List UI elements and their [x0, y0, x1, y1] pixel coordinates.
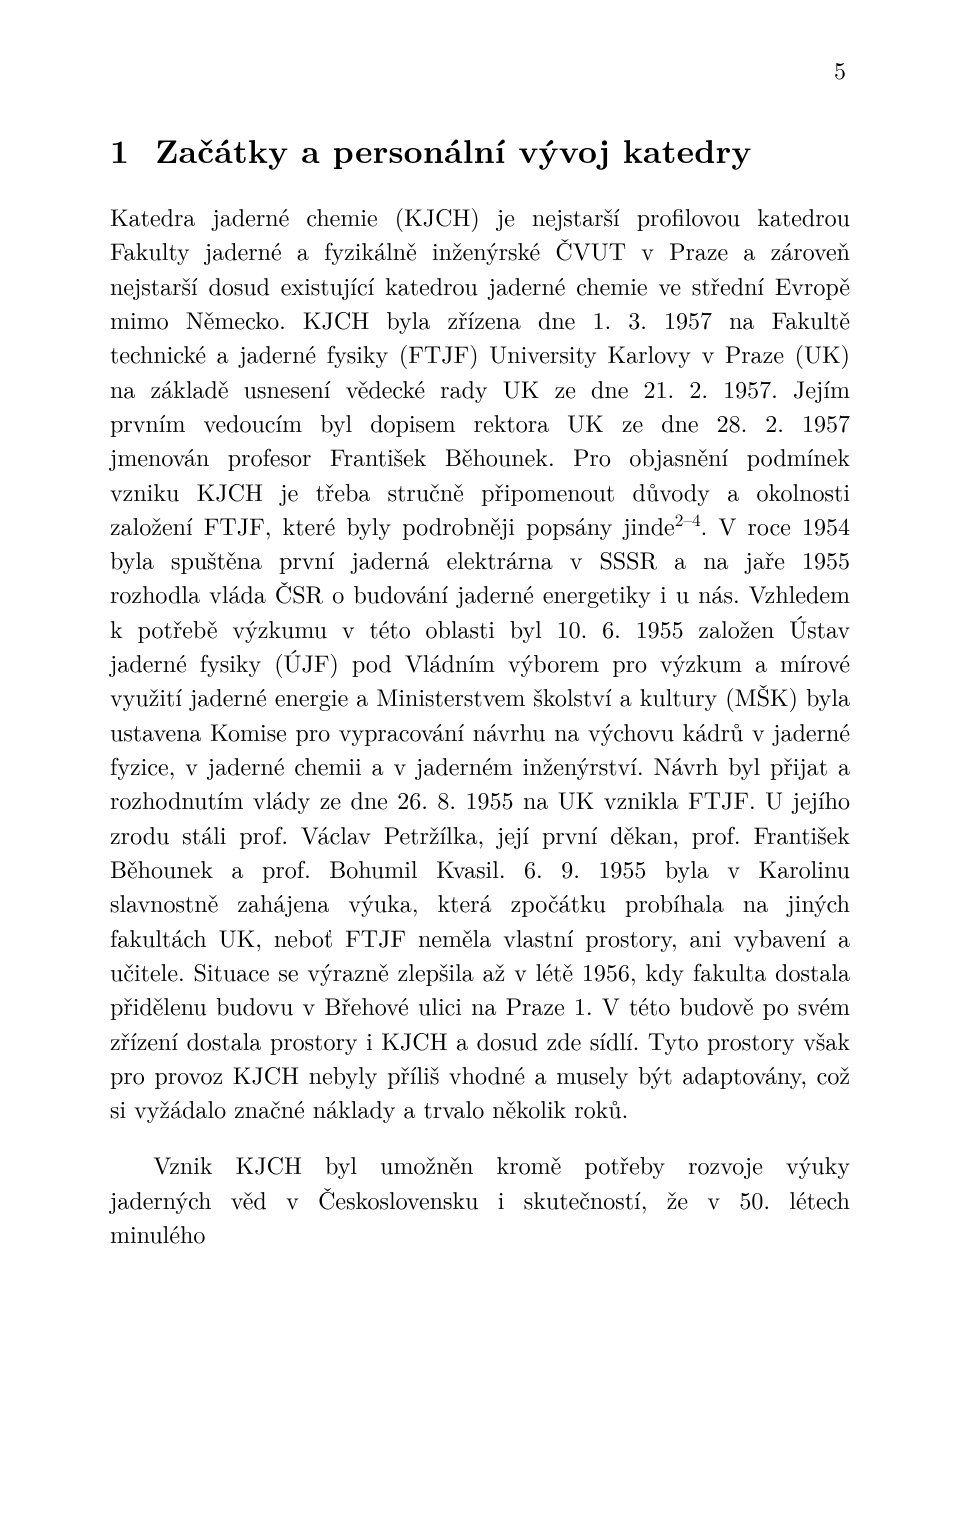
document-page: 5 1 Začátky a personální vývoj katedry Ka…: [0, 0, 960, 1538]
section-heading: 1 Začátky a personální vývoj katedry: [110, 126, 850, 173]
body-text-container: Katedra jaderné chemie (KJCH) je nejstar…: [110, 199, 850, 1250]
footnote-ref: 2–4: [675, 508, 701, 532]
section-title: Začátky a personální vývoj katedry: [155, 126, 751, 173]
paragraph: Katedra jaderné chemie (KJCH) je nejstar…: [110, 199, 850, 1125]
page-number: 5: [834, 52, 846, 86]
paragraph: Vznik KJCH byl umožněn kromě potřeby roz…: [110, 1147, 850, 1250]
section-number: 1: [110, 126, 129, 173]
